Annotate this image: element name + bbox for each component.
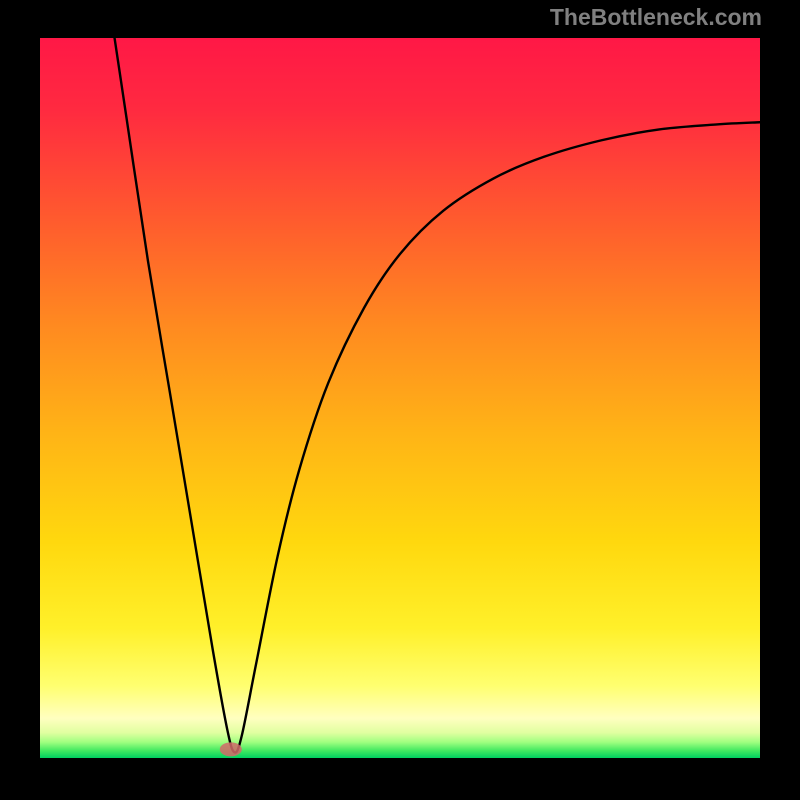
chart-container: TheBottleneck.com [0, 0, 800, 800]
bottleneck-chart [40, 38, 760, 758]
plot-background [40, 38, 760, 758]
watermark-text: TheBottleneck.com [550, 4, 762, 31]
minimum-marker [220, 742, 242, 756]
